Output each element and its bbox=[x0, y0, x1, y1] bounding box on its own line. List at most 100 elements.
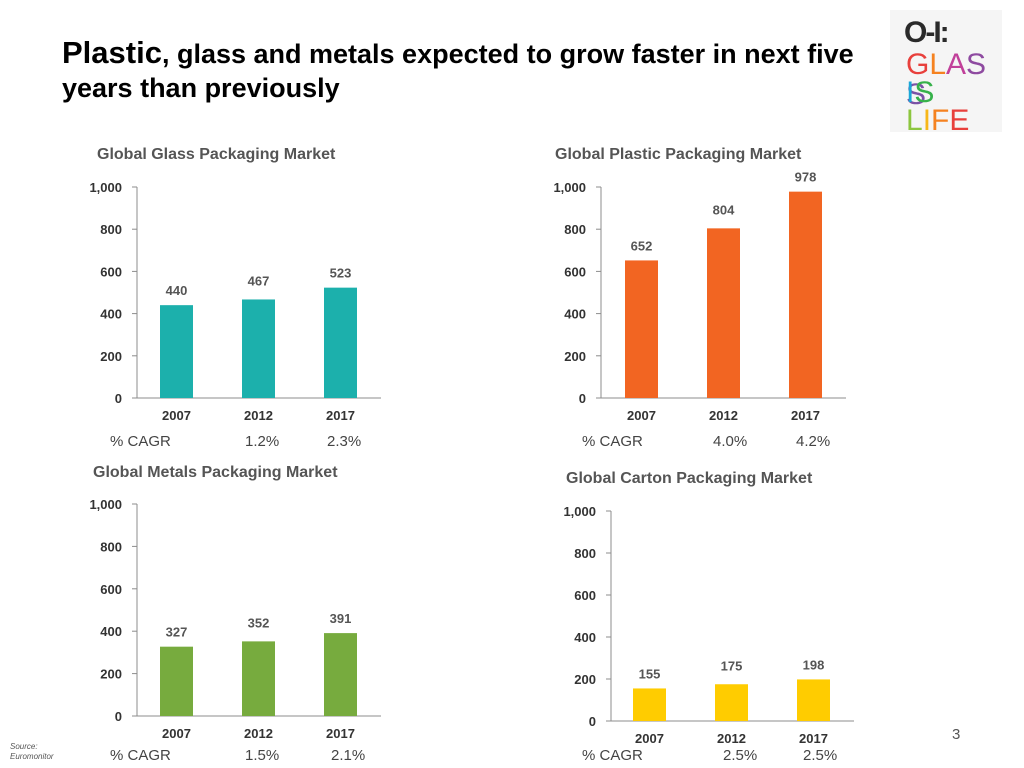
slide-title-lead: Plastic bbox=[62, 35, 162, 70]
carton-category-label: 2012 bbox=[717, 731, 746, 746]
metals-y-tick-label: 800 bbox=[100, 539, 122, 554]
plastic-category-label: 2017 bbox=[791, 408, 820, 423]
plastic-cagr-label: % CAGR bbox=[582, 433, 643, 450]
carton-data-label: 175 bbox=[721, 658, 743, 673]
slide-title-rest: , glass and metals expected to grow fast… bbox=[62, 39, 854, 103]
plastic-bar-2012 bbox=[707, 228, 740, 398]
plastic-cagr-value-1: 4.0% bbox=[713, 433, 748, 450]
logo-letter: E bbox=[949, 104, 970, 137]
plastic-chart-title: Global Plastic Packaging Market bbox=[555, 146, 802, 163]
metals-data-label: 327 bbox=[166, 625, 188, 640]
logo-letter: L bbox=[929, 48, 947, 81]
plastic-category-label: 2007 bbox=[627, 408, 656, 423]
glass-data-label: 467 bbox=[248, 273, 270, 288]
plastic-cagr-value-2: 4.2% bbox=[796, 433, 831, 450]
metals-category-label: 2017 bbox=[326, 726, 355, 741]
carton-bar-2012 bbox=[715, 684, 748, 721]
carton-data-label: 198 bbox=[803, 657, 825, 672]
carton-data-label: 155 bbox=[639, 666, 661, 681]
logo-letter: I bbox=[922, 104, 932, 137]
logo-line-life: LIFE bbox=[906, 106, 969, 136]
logo-letter: S bbox=[966, 48, 987, 81]
plastic-y-tick-label: 400 bbox=[564, 307, 586, 322]
metals-bar-2012 bbox=[242, 641, 275, 716]
plastic-bar-2017 bbox=[789, 191, 822, 398]
logo-letter: I bbox=[906, 76, 915, 109]
glass-y-tick-label: 400 bbox=[100, 307, 122, 322]
carton-category-label: 2007 bbox=[635, 731, 664, 746]
plastic-y-tick-label: 800 bbox=[564, 222, 586, 237]
glass-y-tick-label: 200 bbox=[100, 349, 122, 364]
carton-y-tick-label: 1,000 bbox=[563, 504, 596, 519]
logo-letter: G bbox=[906, 48, 930, 81]
logo-letter: L bbox=[906, 104, 923, 137]
carton-y-tick-label: 600 bbox=[574, 588, 596, 603]
carton-category-label: 2017 bbox=[799, 731, 828, 746]
plastic-y-tick-label: 1,000 bbox=[553, 180, 586, 195]
plastic-y-tick-label: 200 bbox=[564, 349, 586, 364]
metals-y-tick-label: 0 bbox=[115, 709, 122, 724]
logo-letter: S bbox=[914, 76, 935, 109]
logo-line-glass: GLASS bbox=[906, 50, 1002, 110]
plastic-data-label: 652 bbox=[631, 238, 653, 253]
glass-cagr-value-1: 1.2% bbox=[245, 433, 280, 450]
source-note: Source: Euromonitor bbox=[10, 742, 54, 761]
logo-letter: A bbox=[946, 48, 967, 81]
carton-chart-title: Global Carton Packaging Market bbox=[566, 470, 813, 487]
carton-y-tick-label: 0 bbox=[589, 714, 596, 729]
carton-cagr-value-2: 2.5% bbox=[803, 747, 838, 764]
plastic-y-tick-label: 600 bbox=[564, 264, 586, 279]
glass-chart-title: Global Glass Packaging Market bbox=[97, 146, 336, 163]
plastic-data-label: 978 bbox=[795, 170, 817, 185]
carton-cagr-value-1: 2.5% bbox=[723, 747, 758, 764]
metals-bar-2017 bbox=[324, 633, 357, 716]
glass-y-tick-label: 600 bbox=[100, 264, 122, 279]
carton-bar-2017 bbox=[797, 679, 830, 721]
carton-cagr-label: % CAGR bbox=[582, 747, 643, 764]
glass-data-label: 440 bbox=[166, 283, 188, 298]
carton-y-tick-label: 800 bbox=[574, 546, 596, 561]
carton-bar-2007 bbox=[633, 688, 666, 721]
metals-data-label: 391 bbox=[330, 611, 352, 626]
metals-cagr-label: % CAGR bbox=[110, 747, 171, 764]
source-name: Euromonitor bbox=[10, 751, 54, 761]
slide-title: Plastic, glass and metals expected to gr… bbox=[62, 34, 882, 105]
glass-bar-2007 bbox=[160, 305, 193, 398]
plastic-bar-2007 bbox=[625, 260, 658, 398]
plastic-y-tick-label: 0 bbox=[579, 391, 586, 406]
plastic-category-label: 2012 bbox=[709, 408, 738, 423]
logo-line-is: IS bbox=[906, 78, 934, 108]
metals-chart-title: Global Metals Packaging Market bbox=[93, 464, 338, 481]
glass-bar-2012 bbox=[242, 299, 275, 398]
glass-category-label: 2012 bbox=[244, 408, 273, 423]
carton-y-tick-label: 200 bbox=[574, 672, 596, 687]
glass-category-label: 2007 bbox=[162, 408, 191, 423]
glass-bar-2017 bbox=[324, 287, 357, 398]
glass-is-life-logo: O-I: GLASS IS LIFE bbox=[890, 10, 1002, 136]
metals-bar-2007 bbox=[160, 646, 193, 716]
source-label: Source: bbox=[10, 742, 38, 751]
metals-data-label: 352 bbox=[248, 615, 270, 630]
glass-data-label: 523 bbox=[330, 266, 352, 281]
metals-category-label: 2012 bbox=[244, 726, 273, 741]
metals-y-tick-label: 200 bbox=[100, 667, 122, 682]
carton-y-tick-label: 400 bbox=[574, 630, 596, 645]
logo-letter: S bbox=[906, 78, 927, 111]
glass-y-tick-label: 1,000 bbox=[89, 180, 122, 195]
glass-cagr-label: % CAGR bbox=[110, 433, 171, 450]
metals-y-tick-label: 1,000 bbox=[89, 497, 122, 512]
metals-cagr-value-1: 1.5% bbox=[245, 747, 280, 764]
glass-cagr-value-2: 2.3% bbox=[327, 433, 362, 450]
metals-cagr-value-2: 2.1% bbox=[331, 747, 366, 764]
plastic-data-label: 804 bbox=[713, 202, 735, 217]
page-number: 3 bbox=[952, 726, 961, 743]
metals-y-tick-label: 400 bbox=[100, 624, 122, 639]
glass-y-tick-label: 800 bbox=[100, 222, 122, 237]
glass-y-tick-label: 0 bbox=[115, 391, 122, 406]
metals-category-label: 2007 bbox=[162, 726, 191, 741]
oi-logo-mark: O-I: bbox=[904, 16, 950, 49]
